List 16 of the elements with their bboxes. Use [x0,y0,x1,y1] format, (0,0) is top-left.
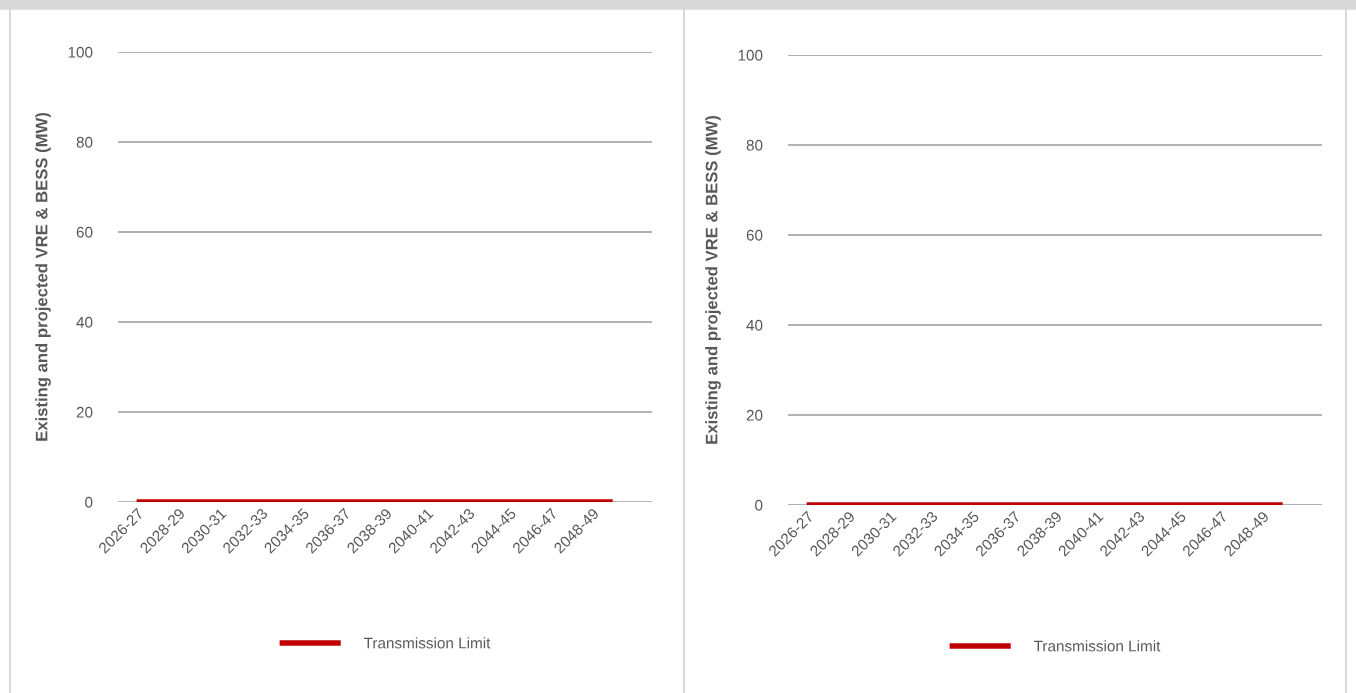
y-tick-label: 80 [76,136,93,148]
y-tick-label: 40 [746,319,763,331]
y-axis-title: Existing and projected VRE & BESS (MW) [35,112,51,441]
y-tick-label: 100 [738,49,763,61]
y-tick-label: 40 [76,316,93,328]
y-tick-label: 60 [746,229,763,241]
y-tick-label: 20 [746,409,763,421]
y-axis-title: Existing and projected VRE & BESS (MW) [705,115,721,444]
y-tick-label: 60 [76,226,93,238]
y-tick-label: 0 [85,496,93,508]
legend-label: Transmission Limit [1033,640,1161,652]
y-tick-label: 100 [68,46,93,58]
y-tick-label: 80 [746,139,763,151]
y-tick-label: 20 [76,406,93,418]
legend-label: Transmission Limit [363,637,491,649]
y-tick-label: 0 [755,499,763,511]
